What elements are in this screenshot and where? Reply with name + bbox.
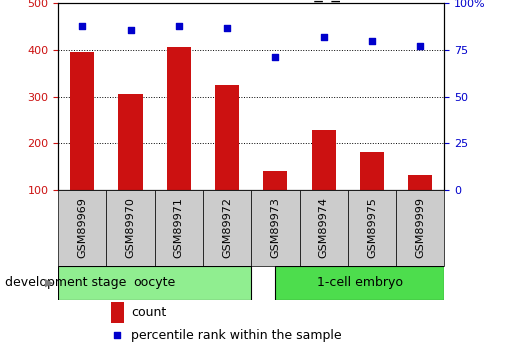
Bar xyxy=(155,190,203,266)
Text: GSM89974: GSM89974 xyxy=(319,197,329,258)
Text: percentile rank within the sample: percentile rank within the sample xyxy=(131,329,342,342)
Point xyxy=(368,38,376,43)
Bar xyxy=(107,190,155,266)
Bar xyxy=(58,266,251,300)
Bar xyxy=(119,94,142,190)
Text: GSM89973: GSM89973 xyxy=(270,197,280,258)
Text: GSM89970: GSM89970 xyxy=(126,197,135,258)
Bar xyxy=(251,190,299,266)
Text: GSM89975: GSM89975 xyxy=(367,197,377,258)
Bar xyxy=(203,190,251,266)
Bar xyxy=(348,190,396,266)
Text: 1-cell embryo: 1-cell embryo xyxy=(317,276,403,289)
Bar xyxy=(58,190,107,266)
Text: GSM89971: GSM89971 xyxy=(174,197,184,258)
Bar xyxy=(263,171,287,190)
Point xyxy=(223,25,231,30)
Bar xyxy=(167,47,191,190)
Bar xyxy=(299,190,348,266)
Text: oocyte: oocyte xyxy=(133,276,176,289)
Point xyxy=(271,55,279,60)
Bar xyxy=(215,85,239,190)
Bar xyxy=(70,52,94,190)
Point xyxy=(113,332,121,338)
Point xyxy=(126,27,134,32)
Text: development stage: development stage xyxy=(5,276,126,289)
Bar xyxy=(312,130,336,190)
Text: ▶: ▶ xyxy=(45,278,54,288)
Title: GDS2387 / 1426904_s_at: GDS2387 / 1426904_s_at xyxy=(146,0,357,2)
Point xyxy=(416,43,424,49)
Bar xyxy=(408,175,432,190)
Bar xyxy=(275,266,444,300)
Bar xyxy=(360,151,384,190)
Bar xyxy=(111,302,124,323)
Text: count: count xyxy=(131,306,167,319)
Point xyxy=(320,34,328,40)
Point xyxy=(78,23,86,29)
Point xyxy=(175,23,183,29)
Bar xyxy=(396,190,444,266)
Text: GSM89969: GSM89969 xyxy=(77,197,87,258)
Text: GSM89972: GSM89972 xyxy=(222,197,232,258)
Text: GSM89999: GSM89999 xyxy=(415,197,425,258)
